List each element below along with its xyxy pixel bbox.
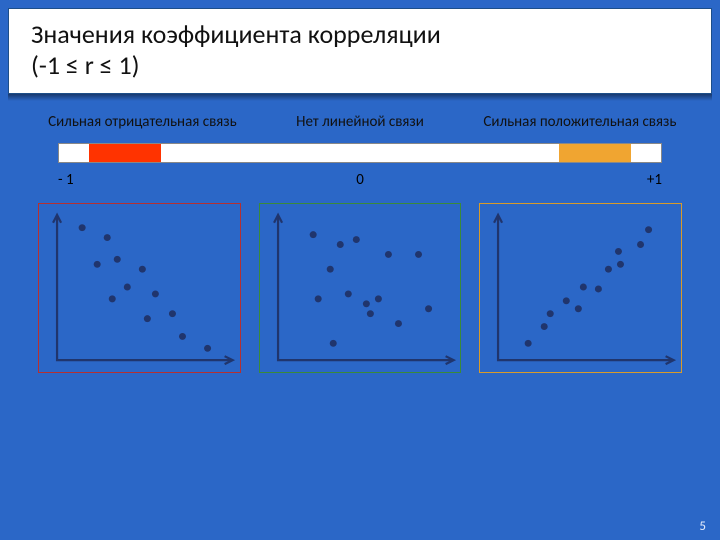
data-point xyxy=(615,248,622,255)
data-point xyxy=(605,265,612,272)
title-box: Значения коэффициента корреляции (-1 ≤ r… xyxy=(8,8,712,94)
data-point xyxy=(309,231,316,238)
data-point xyxy=(575,305,582,312)
data-point xyxy=(94,260,101,267)
bar-segment-4 xyxy=(559,144,631,162)
data-point xyxy=(352,236,359,243)
data-point xyxy=(329,340,336,347)
bar-axis: - 1 0 +1 xyxy=(58,171,662,191)
scatter-plot-1 xyxy=(259,203,462,373)
scatter-svg xyxy=(480,204,681,372)
data-point xyxy=(415,251,422,258)
data-point xyxy=(425,305,432,312)
data-point xyxy=(114,256,121,263)
data-point xyxy=(363,300,370,307)
axis-tick: - 1 xyxy=(58,171,74,189)
data-point xyxy=(385,251,392,258)
data-point xyxy=(617,260,624,267)
data-point xyxy=(375,295,382,302)
data-point xyxy=(645,226,652,233)
data-point xyxy=(144,315,151,322)
label-strong-negative: Сильная отрицательная связь xyxy=(26,112,255,132)
title-line-2: (-1 ≤ r ≤ 1) xyxy=(31,49,140,81)
bar-segment-5 xyxy=(631,144,661,162)
scatter-svg xyxy=(39,204,240,372)
data-point xyxy=(563,297,570,304)
scatter-plot-2 xyxy=(479,203,682,373)
data-point xyxy=(541,323,548,330)
data-point xyxy=(79,224,86,231)
data-point xyxy=(104,234,111,241)
title-line-1: Значения коэффициента корреляции xyxy=(31,18,441,50)
data-point xyxy=(344,290,351,297)
slide: Значения коэффициента корреляции (-1 ≤ r… xyxy=(0,0,720,540)
data-point xyxy=(109,295,116,302)
correlation-bar xyxy=(58,143,662,163)
data-point xyxy=(580,283,587,290)
slide-title: Значения коэффициента корреляции (-1 ≤ r… xyxy=(31,19,695,81)
data-point xyxy=(525,340,532,347)
data-point xyxy=(547,310,554,317)
scatter-plot-0 xyxy=(38,203,241,373)
data-point xyxy=(204,344,211,351)
labels-row: Сильная отрицательная связь Нет линейной… xyxy=(8,112,712,132)
data-point xyxy=(637,241,644,248)
label-strong-positive: Сильная положительная связь xyxy=(465,112,694,132)
data-point xyxy=(367,310,374,317)
correlation-bar-wrap xyxy=(8,143,712,163)
bar-segment-1 xyxy=(89,144,161,162)
data-point xyxy=(152,290,159,297)
bar-segment-0 xyxy=(59,144,89,162)
data-point xyxy=(179,333,186,340)
plot-axes xyxy=(57,215,232,359)
data-point xyxy=(169,310,176,317)
data-point xyxy=(314,295,321,302)
plot-axes xyxy=(278,215,453,359)
bar-segment-3 xyxy=(360,144,559,162)
data-point xyxy=(139,265,146,272)
data-point xyxy=(124,283,131,290)
scatter-svg xyxy=(260,204,461,372)
axis-tick: +1 xyxy=(647,171,662,189)
data-point xyxy=(336,241,343,248)
data-point xyxy=(326,265,333,272)
scatter-plots-row xyxy=(8,191,712,373)
data-point xyxy=(395,320,402,327)
page-number: 5 xyxy=(699,519,706,534)
data-point xyxy=(595,285,602,292)
title-shadow xyxy=(8,94,712,101)
bar-segment-2 xyxy=(161,144,360,162)
axis-tick: 0 xyxy=(356,171,364,189)
label-no-linear: Нет линейной связи xyxy=(255,112,466,132)
